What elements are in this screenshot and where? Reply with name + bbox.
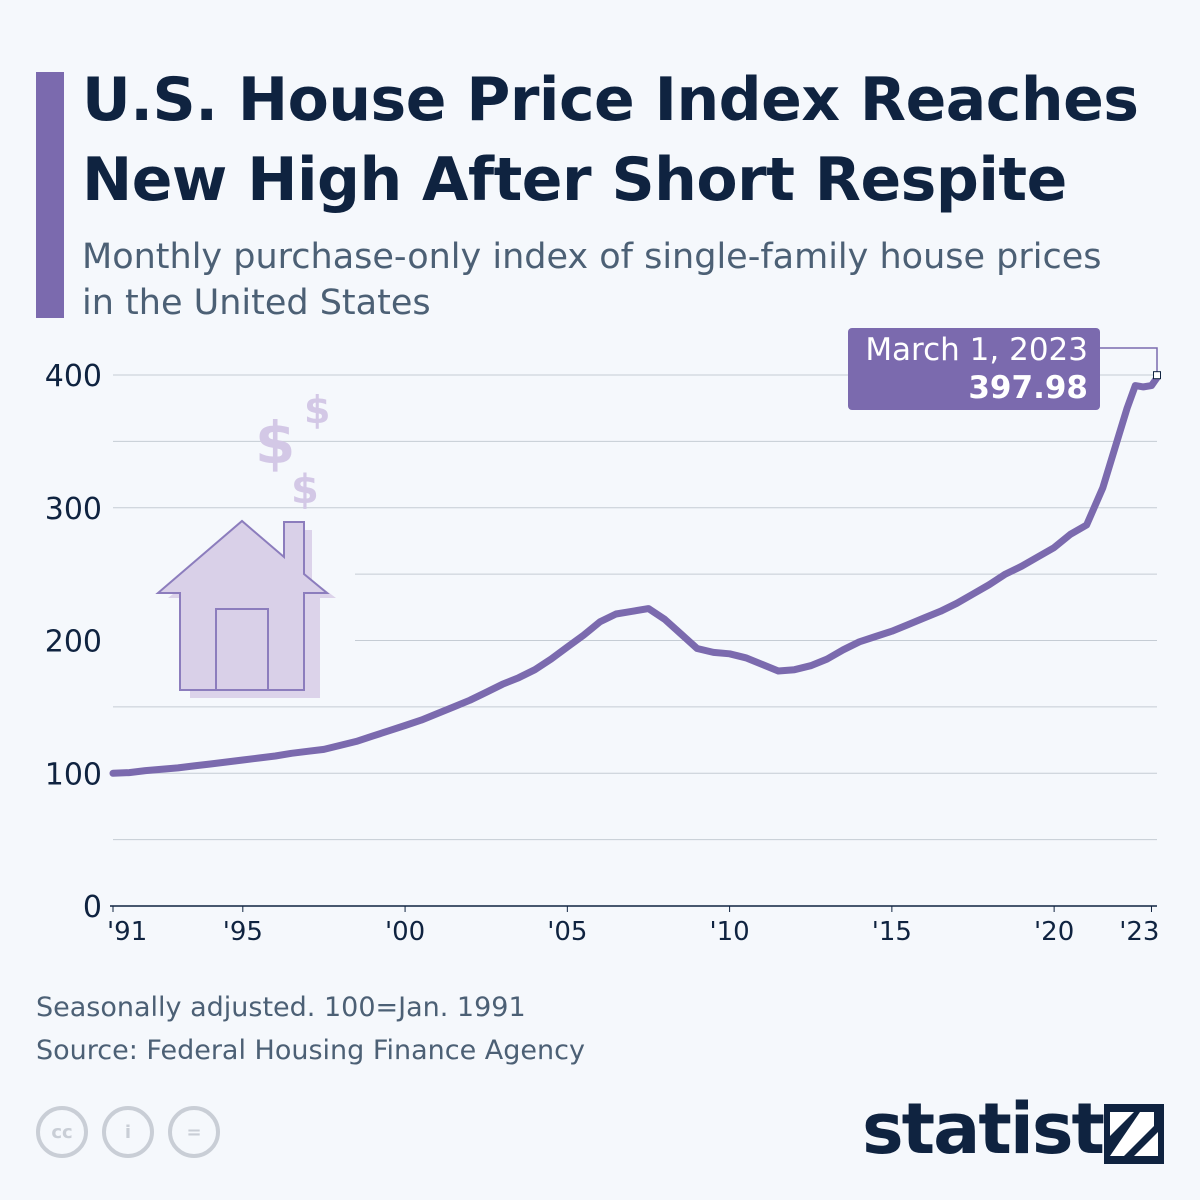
callout-leader-line	[1100, 347, 1158, 374]
x-tick-label: '95	[223, 917, 263, 947]
x-tick-label: '05	[547, 917, 587, 947]
x-tick-label: '00	[385, 917, 425, 947]
x-tick-label: '23	[1119, 917, 1159, 947]
callout-date: March 1, 2023	[865, 332, 1088, 368]
title-line-1: U.S. House Price Index Reaches	[82, 65, 1139, 135]
chart-footnote: Seasonally adjusted. 100=Jan. 1991	[36, 992, 526, 1023]
dollar-sign-icon: $	[255, 409, 295, 477]
house-illustration: $ $ $	[155, 388, 336, 698]
statista-logo-text[interactable]: statista	[862, 1088, 1150, 1170]
grid-lines	[110, 374, 1157, 907]
dollar-sign-icon: $	[291, 467, 319, 513]
series-line-house-price-index	[109, 374, 1161, 777]
x-tick-label: '15	[872, 917, 912, 947]
callout-box	[848, 328, 1100, 410]
house-icon	[155, 519, 330, 691]
subtitle-line-2: in the United States	[82, 283, 431, 323]
page-subtitle: Monthly purchase-only index of single-fa…	[82, 234, 1182, 326]
cc-icon[interactable]: cc	[36, 1106, 88, 1158]
title-line-2: New High After Short Respite	[82, 145, 1067, 215]
title-accent-bar	[36, 72, 64, 318]
y-axis-ticks: 0 100 200 300 400	[45, 359, 102, 925]
page-title: U.S. House Price Index Reaches New High …	[82, 60, 1182, 220]
latest-value-callout: March 1, 2023 397.98	[848, 328, 1161, 410]
x-tick-label: '10	[709, 917, 749, 947]
dollar-sign-icon: $	[304, 388, 330, 432]
statista-logo-icon[interactable]	[1104, 1104, 1164, 1164]
house-price-chart: $ $ $ 0 100 200 300 400 '91 '95 '00 '05 '10 '15 '2…	[45, 328, 1161, 947]
y-tick-label: 300	[45, 492, 102, 527]
x-tick-label: '91	[107, 917, 147, 947]
source-note: Source: Federal Housing Finance Agency	[36, 1035, 585, 1066]
y-tick-label: 400	[45, 359, 102, 394]
no-derivatives-icon[interactable]: =	[168, 1106, 220, 1158]
attribution-icon[interactable]: i	[102, 1106, 154, 1158]
y-tick-label: 0	[83, 890, 102, 925]
house-door	[215, 608, 269, 691]
x-tick-label: '20	[1034, 917, 1074, 947]
y-tick-label: 100	[45, 757, 102, 792]
callout-value: 397.98	[968, 370, 1088, 406]
subtitle-line-1: Monthly purchase-only index of single-fa…	[82, 237, 1102, 277]
callout-marker	[1153, 371, 1161, 380]
license-icons: cc i =	[36, 1106, 220, 1158]
x-axis-ticks: '91 '95 '00 '05 '10 '15 '20 '23	[107, 906, 1159, 947]
y-tick-label: 200	[45, 625, 102, 660]
